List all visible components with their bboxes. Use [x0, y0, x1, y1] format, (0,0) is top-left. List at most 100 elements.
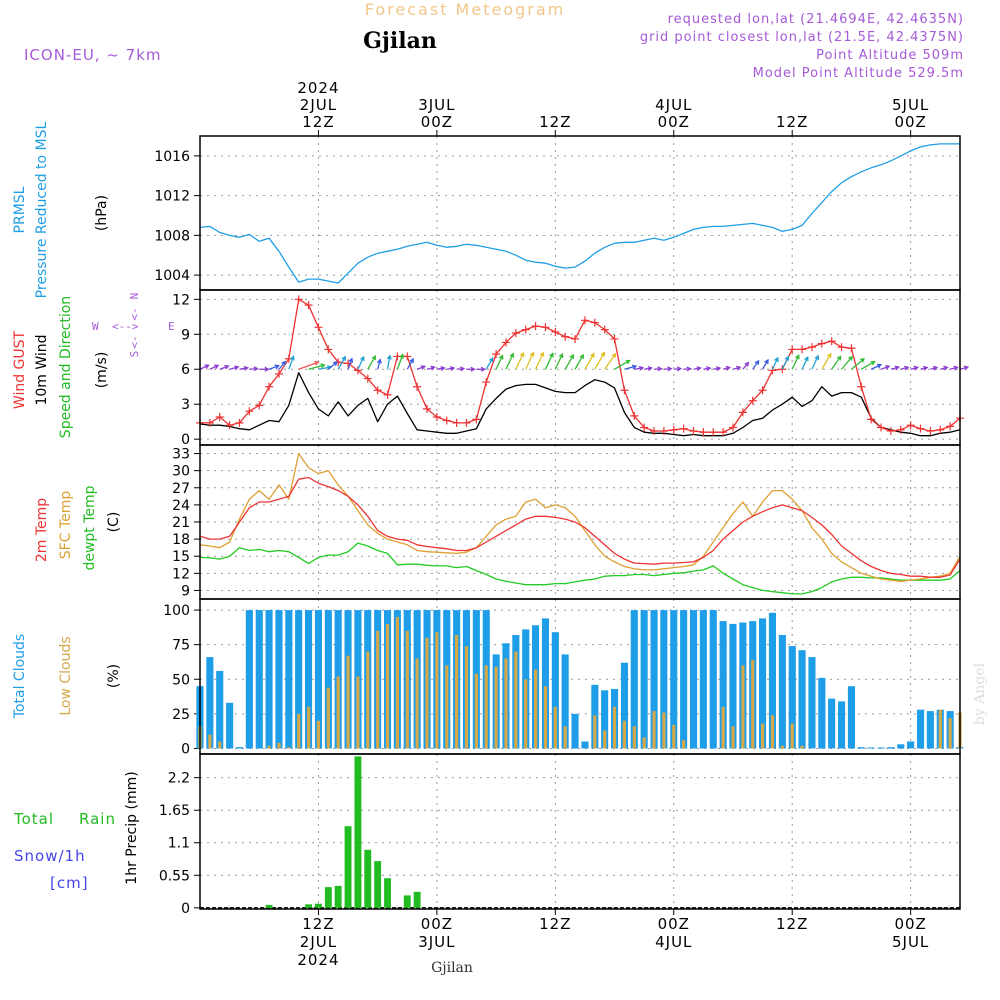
gust-marker [610, 334, 619, 343]
wind-arrow-head [657, 366, 663, 372]
requested-coords: requested lon,lat (21.4694E, 42.4635N) [668, 12, 964, 27]
bottom-time-label: 12Z [302, 915, 334, 933]
wind-arrow [327, 361, 338, 370]
gust-marker [551, 327, 560, 336]
wind-ytick-label: 3 [181, 397, 190, 413]
bottom-time-label: 2JUL [300, 933, 337, 951]
gust-marker [482, 378, 491, 387]
wind-arrow-head [549, 352, 554, 358]
precip-ytick-label: 1.65 [159, 803, 190, 819]
wind-arrow [841, 356, 853, 370]
wind-arrow-head [963, 365, 970, 371]
gust-marker [798, 345, 807, 354]
total-cloud-bar [887, 747, 895, 749]
low-cloud-bar [297, 713, 301, 749]
gust-marker [274, 369, 283, 378]
pressure-ytick-label: 1012 [154, 189, 190, 205]
low-cloud-bar [455, 635, 459, 749]
wind-arrow-head [764, 358, 769, 365]
wind-arrow-head [509, 352, 515, 358]
wind-arrow-head [686, 366, 692, 372]
wind-arrow [337, 356, 346, 370]
wind-arrow-head [376, 358, 382, 364]
wind-arrow-head [836, 355, 842, 361]
total-cloud-bar [808, 657, 816, 749]
wind-arrow [534, 352, 544, 370]
temperature-ytick-label: 9 [181, 583, 190, 599]
total-cloud-bar [847, 686, 855, 749]
low-cloud-bar [484, 665, 488, 749]
low-cloud-bar [445, 665, 449, 749]
clouds-ytick-label: 75 [172, 638, 190, 654]
wind-arrow [396, 354, 404, 370]
gust-marker [442, 416, 451, 425]
wind-arrow-head [600, 351, 606, 357]
wind-arrow-head [647, 366, 653, 371]
low-cloud-bar [721, 706, 725, 749]
wind-arrow-head [314, 360, 320, 366]
wind-arrow [771, 357, 779, 370]
gust-marker [630, 411, 639, 420]
total-cloud-bar [907, 741, 915, 749]
top-time-label: 5JUL [892, 96, 929, 114]
wind-arrow [880, 365, 890, 370]
compass-e: E [168, 320, 175, 333]
wind-arrow-head [913, 365, 920, 371]
wind-arrow-head [440, 366, 446, 371]
gust-marker [877, 423, 886, 432]
sfc-temp-label: SFC Temp [58, 491, 74, 560]
rain-bar [334, 885, 342, 908]
compass-n-arrow: <- [128, 307, 141, 320]
low-cloud-bar [425, 637, 429, 749]
bottom-time-label: 00Z [421, 915, 453, 933]
total-cloud-bar [778, 635, 786, 749]
gust-marker [245, 407, 254, 416]
low-cloud-bar [356, 676, 360, 749]
gust-marker [689, 427, 698, 436]
total-cloud-bar [285, 610, 293, 749]
wind-arrow-head [774, 356, 779, 362]
low-cloud-bar [218, 741, 222, 749]
low-cloud-bar [563, 726, 567, 749]
wind-arrow [386, 355, 391, 370]
rain-bar [403, 895, 411, 908]
wind-dir-label: Speed and Direction [58, 296, 74, 438]
wind-arrow-head [579, 353, 584, 360]
wind-arrow-head [281, 360, 287, 366]
bottom-time-label: 00Z [658, 915, 690, 933]
gust-marker [659, 427, 668, 436]
total-cloud-bar [818, 677, 826, 749]
gust-marker [324, 345, 333, 354]
precip-panel: 0 0.55 1.1 1.65 2.2 [159, 754, 960, 917]
top-time-label: 12Z [302, 113, 334, 131]
gust-marker [817, 339, 826, 348]
gust-marker [788, 345, 797, 354]
gust-marker [719, 428, 728, 437]
pressure-unit: (hPa) [94, 195, 110, 231]
top-time-label: 00Z [658, 113, 690, 131]
gust-marker [738, 408, 747, 417]
bottom-time-label: 4JUL [655, 933, 692, 951]
sfc-temp-line [199, 452, 961, 582]
low-cloud-bar [316, 720, 320, 749]
temp-label: 2m Temp [34, 498, 50, 562]
low-cloud-bar [385, 623, 390, 749]
wind-arrow-head [725, 365, 731, 371]
wind-panel: 0 3 6 9 12 [172, 290, 970, 448]
gust-marker [363, 374, 372, 383]
wind-arrow-head [885, 365, 891, 370]
wind-arrow-head [519, 351, 525, 358]
wind-arrow-head [386, 354, 392, 360]
temperature-ytick-label: 21 [172, 515, 190, 531]
wind-arrow-head [826, 352, 832, 358]
temperature-ytick-label: 33 [172, 447, 190, 463]
temperature-ytick-label: 24 [172, 498, 190, 514]
total-cloud-bar [255, 610, 263, 749]
wind-arrow [298, 361, 319, 370]
total-cloud-bar [324, 610, 332, 749]
gust-label: Wind GUST [12, 330, 28, 409]
clouds-panel: 0 25 50 75 100 [163, 599, 964, 757]
gust-marker [837, 343, 846, 352]
